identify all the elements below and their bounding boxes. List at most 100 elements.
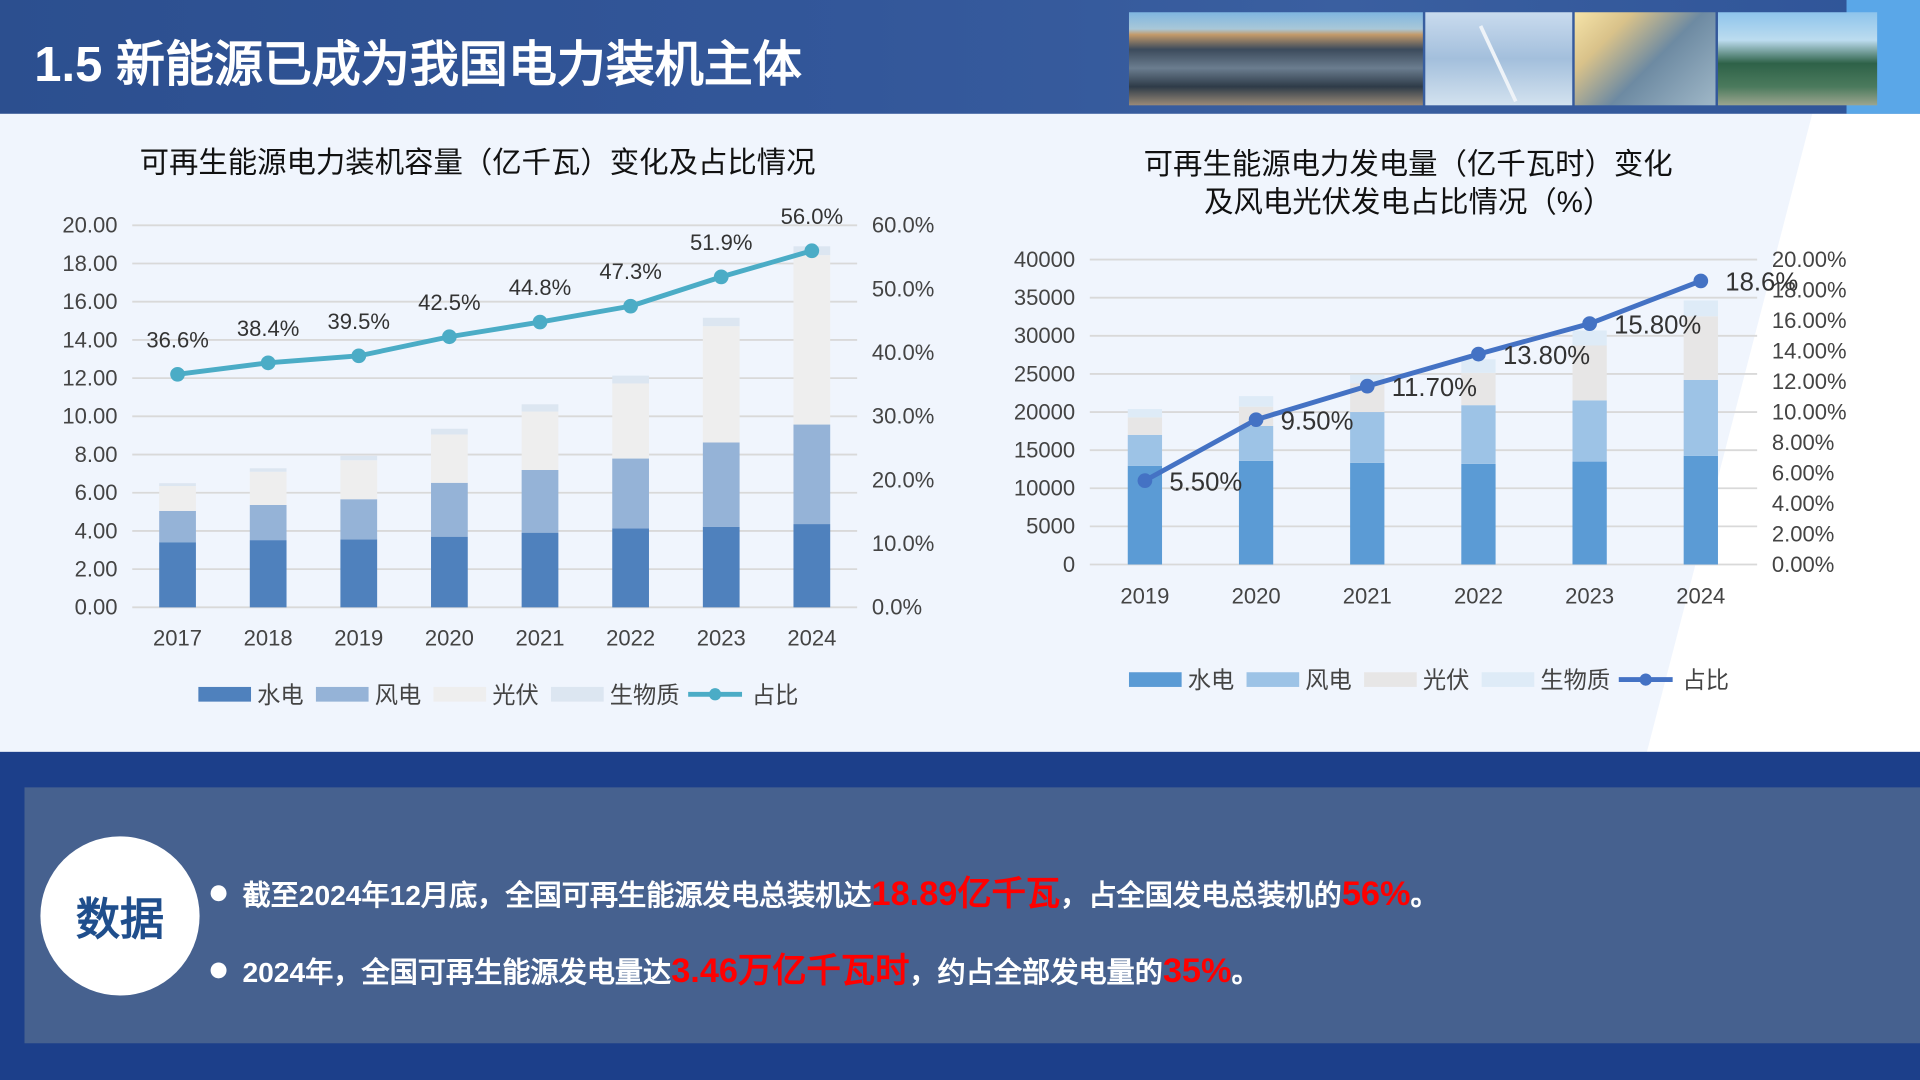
y2-tick-label: 0.00% xyxy=(1772,552,1834,577)
bar-风电 xyxy=(340,499,378,540)
x-tick-label: 2020 xyxy=(425,625,474,650)
x-tick-label: 2020 xyxy=(1232,584,1281,609)
legend-line-marker xyxy=(1639,673,1652,686)
y2-tick-label: 0.0% xyxy=(872,595,922,620)
bar-风电 xyxy=(521,470,559,533)
share-data-label: 42.5% xyxy=(418,290,480,315)
legend-swatch xyxy=(551,686,604,702)
bar-生物质 xyxy=(612,375,649,384)
bar-风电 xyxy=(431,482,468,537)
y2-tick-label: 10.00% xyxy=(1772,399,1847,424)
bar-水电 xyxy=(249,540,287,608)
right-chart-title-line-2: 及风电光伏发电占比情况（%） xyxy=(1204,186,1613,220)
y2-tick-label: 2.00% xyxy=(1772,521,1834,546)
bullet-text: 。 xyxy=(1231,956,1260,989)
bar-生物质 xyxy=(1127,409,1163,418)
y-tick-label: 6.00 xyxy=(75,480,118,505)
legend-swatch xyxy=(1128,672,1182,687)
y-tick-label: 35000 xyxy=(1014,285,1075,310)
bar-生物质 xyxy=(1238,396,1274,407)
bar-光伏 xyxy=(159,486,196,511)
legend-label: 风电 xyxy=(375,682,422,708)
bar-光伏 xyxy=(431,434,468,483)
capacity-chart: 0.00 2.00 4.00 6.00 8.00 10.00 12.00 14.00 16.00… xyxy=(62,204,934,708)
bar-光伏 xyxy=(702,326,740,443)
bar-光伏 xyxy=(793,255,831,425)
legend-line-marker xyxy=(708,688,722,701)
share-point xyxy=(1471,346,1486,362)
share-line xyxy=(1143,278,1702,483)
share-point xyxy=(442,329,457,345)
legend-swatch xyxy=(198,686,252,702)
share-data-label: 47.3% xyxy=(599,259,661,284)
x-tick-label: 2021 xyxy=(515,625,564,650)
share-point xyxy=(623,298,638,314)
share-point xyxy=(1582,316,1597,331)
y-tick-label: 16.00 xyxy=(62,289,117,314)
bar-水电 xyxy=(1572,461,1607,565)
summary-bullet-1: 截至2024年12月底，全国可再生能源发电总装机达 18.89亿千瓦 ，占全国发… xyxy=(210,867,1439,916)
legend-label: 水电 xyxy=(1188,667,1235,693)
x-tick-label: 2019 xyxy=(1120,584,1169,609)
solar-thermal-photo xyxy=(1574,12,1716,106)
bar-风电 xyxy=(1350,412,1385,463)
right-chart-title: 可再生能源电力发电量（亿千瓦时）变化 及风电光伏发电占比情况（%） xyxy=(1065,146,1751,222)
y2-tick-label: 8.00% xyxy=(1772,430,1834,455)
bar-光伏 xyxy=(1127,417,1163,435)
bar-风电 xyxy=(1572,400,1607,462)
bar-风电 xyxy=(159,510,196,543)
y2-tick-label: 40.0% xyxy=(872,340,934,365)
summary-panel xyxy=(24,787,1920,1044)
share-data-label: 9.50% xyxy=(1281,407,1354,435)
y-tick-label: 18.00 xyxy=(62,251,117,276)
y-tick-label: 0.00 xyxy=(75,595,118,620)
bar-水电 xyxy=(793,524,831,608)
bar-光伏 xyxy=(1461,372,1496,406)
share-data-label: 51.9% xyxy=(690,230,752,255)
y-tick-label: 4.00 xyxy=(75,518,118,543)
bar-光伏 xyxy=(612,383,649,459)
share-data-label: 56.0% xyxy=(781,204,843,229)
share-data-label: 15.80% xyxy=(1614,311,1701,339)
badge-label: 数据 xyxy=(75,893,165,945)
y2-tick-label: 16.00% xyxy=(1772,308,1847,333)
y-tick-label: 0 xyxy=(1063,552,1075,577)
bar-生物质 xyxy=(702,317,740,327)
bullet-text: 2024年，全国可再生能源发电量达 xyxy=(242,956,672,989)
y2-tick-label: 14.00% xyxy=(1772,338,1847,363)
share-data-label: 44.8% xyxy=(509,275,571,300)
bar-生物质 xyxy=(249,468,287,472)
right-chart-title-line-1: 可再生能源电力发电量（亿千瓦时）变化 xyxy=(1143,148,1673,182)
y-tick-label: 12.00 xyxy=(62,365,117,390)
summary-bullet-2: 2024年，全国可再生能源发电量达 3.46万亿千瓦时 ，约占全部发电量的 35… xyxy=(210,944,1260,993)
x-tick-label: 2021 xyxy=(1343,584,1392,609)
legend-label: 生物质 xyxy=(610,682,680,708)
solar-panels-photo xyxy=(1128,12,1423,106)
bar-风电 xyxy=(1683,379,1718,456)
bar-生物质 xyxy=(1683,300,1718,317)
x-tick-label: 2024 xyxy=(787,625,836,650)
bar-光伏 xyxy=(1572,345,1607,401)
legend-label: 水电 xyxy=(257,682,304,708)
bar-水电 xyxy=(159,542,196,608)
y2-tick-label: 6.00% xyxy=(1772,460,1834,485)
bar-水电 xyxy=(1683,455,1718,565)
bar-生物质 xyxy=(159,483,196,487)
share-data-label: 13.80% xyxy=(1503,342,1590,370)
share-point xyxy=(1137,473,1153,488)
share-point xyxy=(1359,378,1375,394)
share-point xyxy=(1248,412,1264,428)
x-tick-label: 2022 xyxy=(1454,584,1503,609)
x-tick-label: 2024 xyxy=(1676,584,1725,609)
y-tick-label: 30000 xyxy=(1014,323,1075,348)
y2-tick-label: 30.0% xyxy=(872,404,934,429)
bar-生物质 xyxy=(521,404,559,412)
bar-风电 xyxy=(612,458,649,529)
y-tick-label: 8.00 xyxy=(75,442,118,467)
highlight-value: 18.89亿千瓦 xyxy=(871,874,1061,913)
bar-水电 xyxy=(612,528,649,608)
y-tick-label: 25000 xyxy=(1014,361,1075,386)
legend-swatch xyxy=(1481,672,1535,687)
highlight-value: 3.46万亿千瓦时 xyxy=(671,951,910,990)
